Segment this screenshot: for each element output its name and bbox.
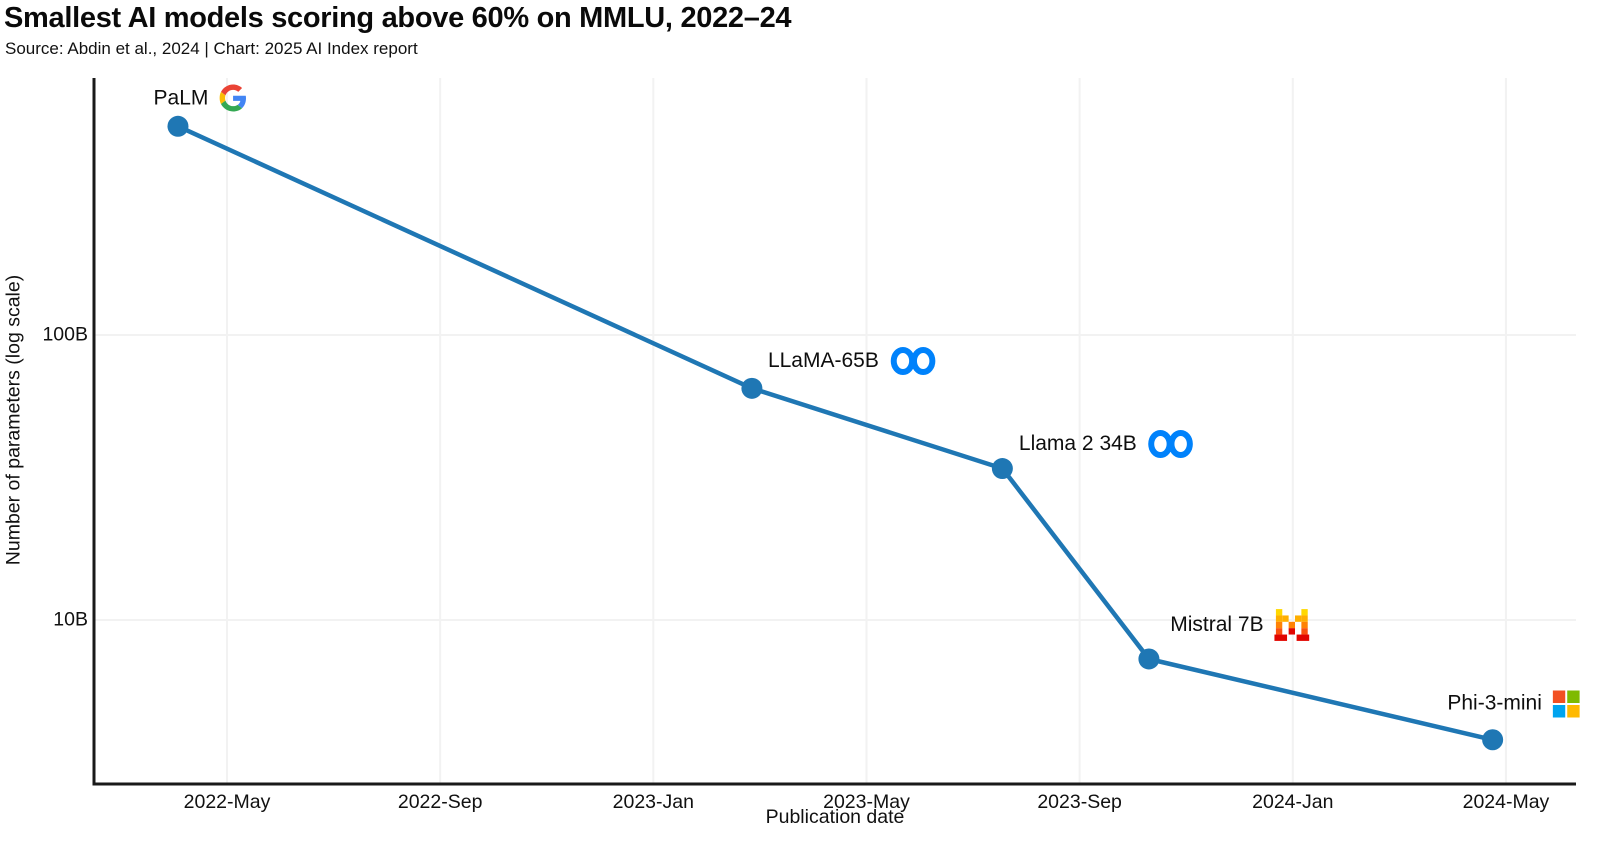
- trend-line: [175, 124, 1495, 743]
- data-point-llama-65b: [741, 377, 763, 399]
- data-point-mistral-7b: [1138, 648, 1160, 670]
- chart-source-line: Source: Abdin et al., 2024 | Chart: 2025…: [5, 39, 418, 58]
- y-axis-title: Number of parameters (log scale): [2, 274, 25, 566]
- x-axis-title: Publication date: [765, 806, 905, 828]
- data-point-llama-2-34b: [991, 458, 1013, 480]
- data-point-phi-3-mini: [1482, 729, 1504, 751]
- data-point-palm: [167, 115, 189, 137]
- chart-title: Smallest AI models scoring above 60% on …: [4, 2, 792, 34]
